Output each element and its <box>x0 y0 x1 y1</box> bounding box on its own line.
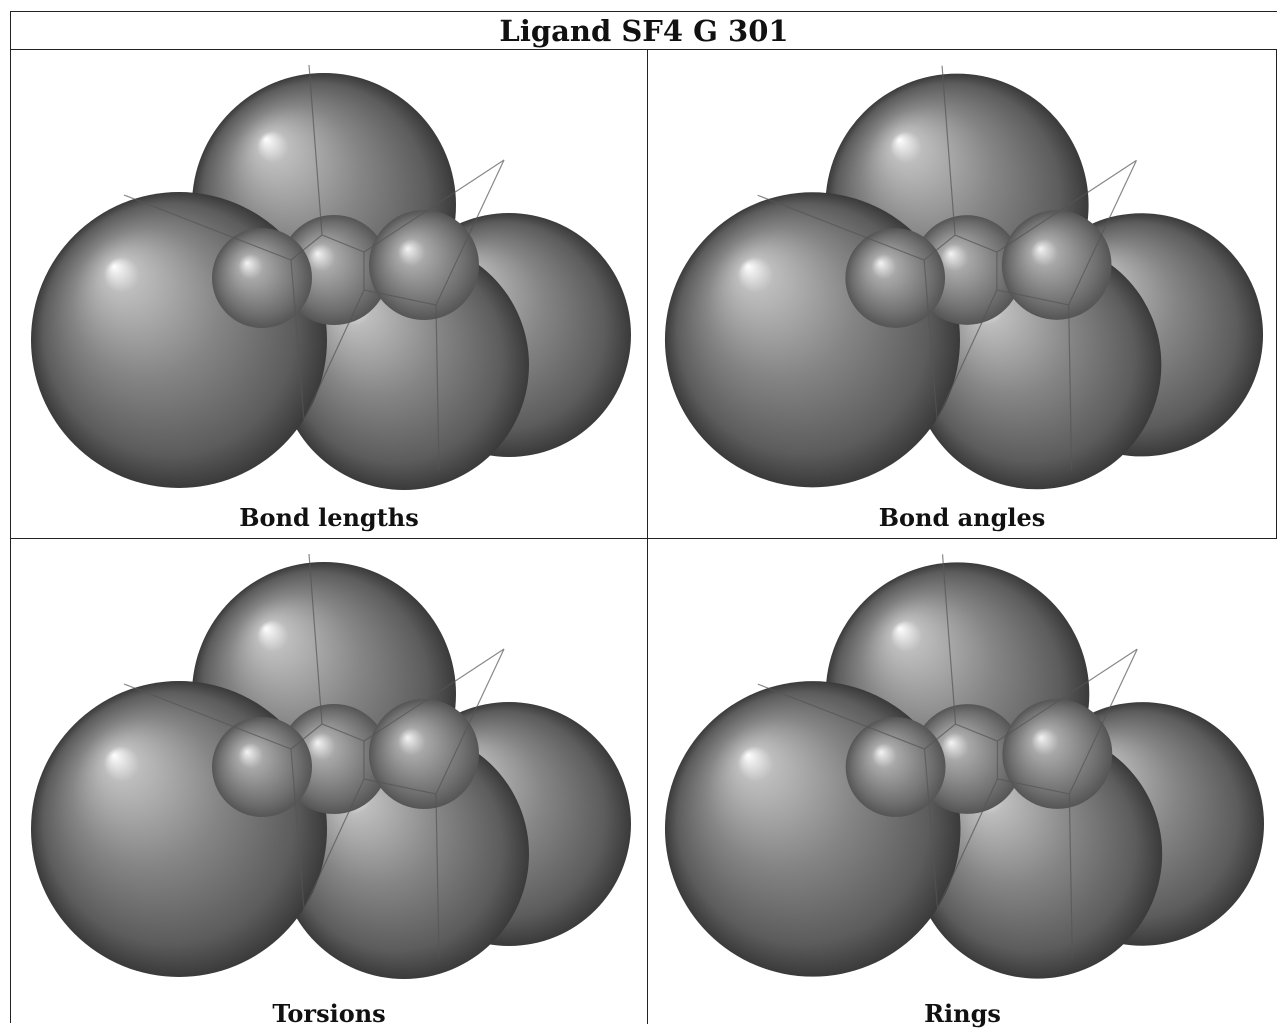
panel-caption: Torsions <box>272 999 386 1028</box>
panel-rings: Rings <box>648 539 1277 1028</box>
molecule-image <box>30 64 632 491</box>
panel-bond-angles: Bond angles <box>648 50 1277 539</box>
panel-torsions: Torsions <box>11 539 648 1028</box>
panel-caption: Rings <box>924 999 1001 1028</box>
results-table: Ligand SF4 G 301 Bond lengths Bond angle… <box>10 11 1277 1028</box>
panel-caption: Bond angles <box>878 503 1046 532</box>
molecule-image <box>664 553 1265 980</box>
molecule-image <box>664 65 1264 490</box>
molecule-image <box>30 553 632 980</box>
panel-bond-lengths: Bond lengths <box>11 50 648 539</box>
panel-caption: Bond lengths <box>239 503 419 532</box>
page-title: Ligand SF4 G 301 <box>11 12 1277 50</box>
